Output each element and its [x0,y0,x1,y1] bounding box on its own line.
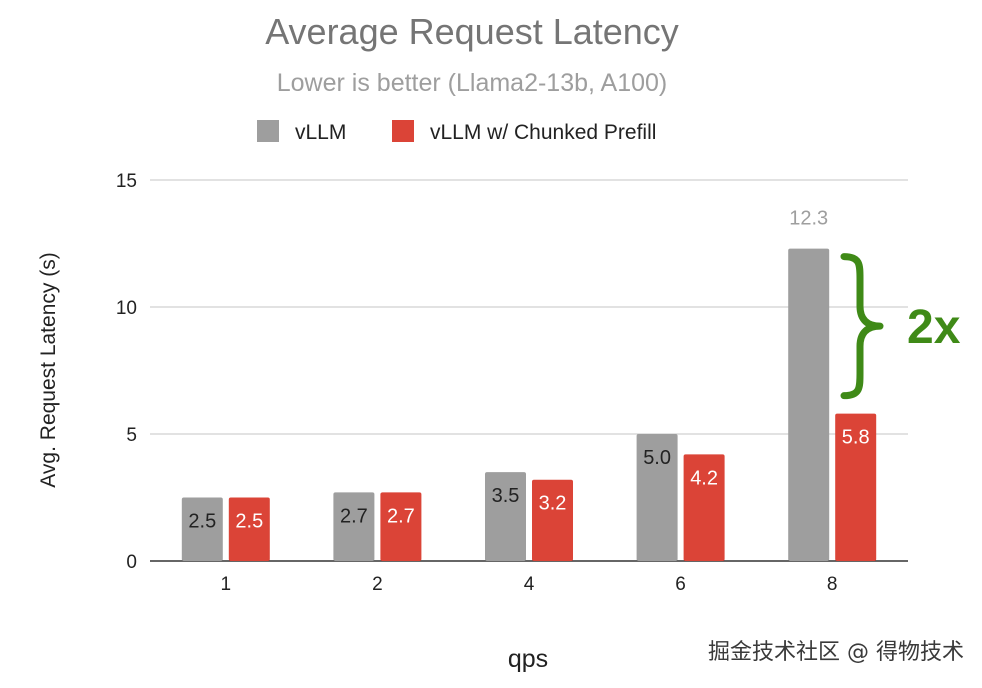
data-label-vllm: 3.5 [492,485,520,507]
x-tick-label: 8 [827,574,838,595]
chart-subtitle: Lower is better (Llama2-13b, A100) [277,69,668,97]
legend-swatch-vllm [257,120,279,142]
data-label-chunked-prefill: 4.2 [690,467,718,489]
y-axis-ticks: 0 5 10 15 [116,171,137,573]
x-tick-label: 2 [372,574,383,595]
data-label-chunked-prefill: 2.5 [235,511,263,533]
legend-swatch-chunked-prefill [392,120,414,142]
bar-chunked-prefill [532,479,573,561]
gridlines [150,179,908,562]
y-axis-label: Avg. Request Latency (s) [37,252,60,487]
data-label-chunked-prefill: 3.2 [539,493,567,515]
y-tick-label: 5 [126,425,137,446]
bar-vllm [485,472,526,561]
x-tick-label: 4 [524,574,535,595]
x-tick-label: 1 [221,574,232,595]
data-label-chunked-prefill: 2.7 [387,505,415,527]
data-label-vllm: 12.3 [789,208,828,230]
bar-chunked-prefill [228,497,270,561]
bar-vllm [181,497,223,561]
chart-title: Average Request Latency [265,11,679,52]
y-tick-label: 15 [116,171,137,192]
data-label-vllm: 2.7 [340,505,368,527]
y-tick-label: 0 [126,552,137,573]
x-axis-label: qps [508,645,548,673]
legend: vLLM vLLM w/ Chunked Prefill [257,120,656,144]
legend-label-vllm: vLLM [295,121,346,144]
bar-labels: 2.5 2.5 2.7 2.7 3.5 3.2 5.0 4.2 12.3 5.8 [188,208,869,533]
bar-chunked-prefill [835,413,877,561]
curly-brace-icon [840,253,884,400]
y-tick-label: 10 [116,298,137,319]
speedup-annotation: 2x [840,253,961,400]
x-tick-label: 6 [675,574,686,595]
bar-chunked-prefill [380,492,422,561]
bar-vllm [636,434,678,561]
x-axis-ticks: 1 2 4 6 8 [221,574,838,595]
speedup-annotation-label: 2x [907,301,961,354]
bar-vllm [333,492,375,561]
bars [181,248,877,561]
legend-label-chunked-prefill: vLLM w/ Chunked Prefill [430,121,656,144]
data-label-vllm: 2.5 [188,511,216,533]
bar-chunked-prefill [683,454,725,561]
data-label-vllm: 5.0 [643,447,671,469]
bar-vllm [788,248,830,561]
watermark: 掘金技术社区 @ 得物技术 [708,640,964,665]
data-label-chunked-prefill: 5.8 [842,427,870,449]
